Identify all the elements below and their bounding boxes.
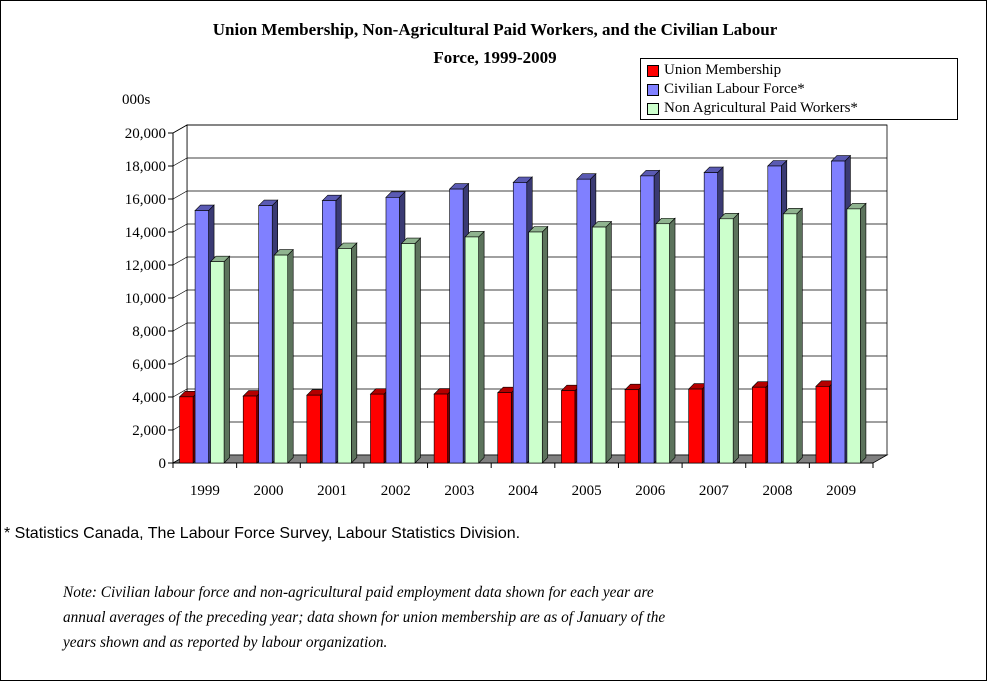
x-tick-label: 2000 (253, 483, 283, 499)
legend-item-paid-workers: Non Agricultural Paid Workers* (647, 99, 951, 118)
bar-union-membership (624, 389, 639, 464)
x-tick-label: 1999 (190, 483, 220, 499)
bar-union-membership (561, 390, 576, 464)
bar-union-membership (433, 393, 448, 464)
bar-non-agricultural-paid-workers-side (541, 225, 549, 464)
bar-union-membership (497, 392, 512, 464)
bar-civilian-labour-force (703, 172, 718, 464)
x-tick-label: 2002 (381, 483, 411, 499)
bar-non-agricultural-paid-workers-side (478, 230, 485, 464)
chart-title: Union Membership, Non-Agricultural Paid … (60, 16, 930, 72)
y-tick-label: 4,000 (132, 390, 166, 406)
legend-label-union: Union Membership (664, 62, 782, 78)
bar-non-agricultural-paid-workers (401, 243, 416, 464)
chart-title-line-1: Union Membership, Non-Agricultural Paid … (212, 20, 778, 39)
legend-label-labour-force: Civilian Labour Force* (664, 81, 805, 97)
x-tick-label: 2003 (444, 483, 474, 499)
chart-legend: Union Membership Civilian Labour Force* … (640, 58, 958, 120)
y-tick-label: 10,000 (125, 291, 166, 307)
bar-union-membership (179, 396, 194, 464)
bar-non-agricultural-paid-workers (782, 213, 798, 464)
legend-label-paid-workers: Non Agricultural Paid Workers* (664, 100, 858, 116)
bar-non-agricultural-paid-workers-side (796, 207, 803, 464)
note-line-2: annual averages of the preceding year; d… (63, 609, 666, 626)
x-tick-label: 2006 (635, 483, 666, 499)
bar-civilian-labour-force (640, 175, 655, 464)
source-footnote: * Statistics Canada, The Labour Force Su… (4, 525, 521, 542)
bar-non-agricultural-paid-workers (592, 226, 607, 464)
bar-non-agricultural-paid-workers (528, 231, 543, 464)
bar-non-agricultural-paid-workers-side (732, 212, 739, 464)
legend-item-union: Union Membership (647, 61, 951, 80)
gridline-side (172, 223, 188, 233)
bar-non-agricultural-paid-workers (464, 236, 479, 464)
bar-non-agricultural-paid-workers-side (860, 202, 867, 464)
gridline-side (172, 157, 188, 167)
bar-non-agricultural-paid-workers-side (287, 248, 294, 464)
bar-non-agricultural-paid-workers (846, 208, 861, 464)
y-tick-label: 2,000 (132, 423, 166, 439)
bar-civilian-labour-force (831, 160, 846, 464)
y-tick-label: 6,000 (132, 357, 166, 373)
legend-swatch-union (647, 64, 659, 77)
bar-non-agricultural-paid-workers-side (669, 217, 676, 464)
bar-union-membership (751, 386, 767, 464)
x-tick-label: 2008 (763, 483, 793, 499)
bar-civilian-labour-force (576, 178, 591, 464)
chart-title-line-2: Force, 1999-2009 (433, 48, 557, 67)
bar-civilian-labour-force (194, 210, 209, 464)
gridline-side (172, 322, 188, 332)
y-axis-units-label: 000s (122, 92, 151, 108)
note-line-3: years shown and as reported by labour or… (63, 634, 388, 651)
bar-union-membership (815, 386, 830, 464)
legend-swatch-labour-force (647, 83, 659, 96)
gridline-side (172, 256, 188, 266)
bar-non-agricultural-paid-workers-side (223, 255, 230, 464)
bar-non-agricultural-paid-workers-side (414, 237, 421, 464)
x-tick-label: 2004 (508, 483, 539, 499)
bar-non-agricultural-paid-workers (719, 218, 734, 464)
y-tick-label: 12,000 (125, 258, 166, 274)
y-tick-label: 20,000 (125, 126, 166, 142)
y-tick-label: 16,000 (125, 192, 166, 208)
bar-non-agricultural-paid-workers (210, 261, 225, 464)
bar-civilian-labour-force (322, 200, 337, 464)
chart-note: Note: Civilian labour force and non-agri… (63, 580, 943, 655)
bar-civilian-labour-force (385, 197, 400, 464)
bar-civilian-labour-force (512, 182, 528, 464)
legend-item-labour-force: Civilian Labour Force* (647, 80, 951, 99)
x-tick-label: 2001 (317, 483, 347, 499)
y-tick-label: 14,000 (125, 225, 166, 241)
bar-union-membership (306, 394, 321, 464)
y-tick-label: 18,000 (125, 159, 166, 175)
y-tick-label: 8,000 (132, 324, 166, 340)
gridline-side (172, 190, 188, 200)
bar-union-membership (242, 395, 258, 464)
x-tick-label: 2009 (826, 483, 856, 499)
bar-non-agricultural-paid-workers (273, 254, 289, 464)
bar-non-agricultural-paid-workers (655, 223, 670, 464)
bar-civilian-labour-force (258, 205, 273, 464)
legend-swatch-paid-workers (647, 102, 659, 115)
bar-civilian-labour-force (449, 188, 464, 464)
gridline-side (172, 355, 188, 365)
gridline-side (172, 289, 188, 299)
bar-non-agricultural-paid-workers (337, 248, 352, 464)
gridline-side (172, 388, 188, 398)
bar-civilian-labour-force (767, 165, 782, 464)
bar-union-membership (370, 393, 385, 464)
bar-non-agricultural-paid-workers-side (605, 220, 612, 464)
x-tick-label: 2005 (572, 483, 602, 499)
y-tick-label: 0 (159, 456, 167, 472)
note-line-1: Note: Civilian labour force and non-agri… (63, 584, 654, 601)
gridline-side (172, 124, 188, 134)
x-tick-label: 2007 (699, 483, 730, 499)
bar-non-agricultural-paid-workers-side (351, 242, 358, 464)
bar-union-membership (688, 388, 703, 464)
